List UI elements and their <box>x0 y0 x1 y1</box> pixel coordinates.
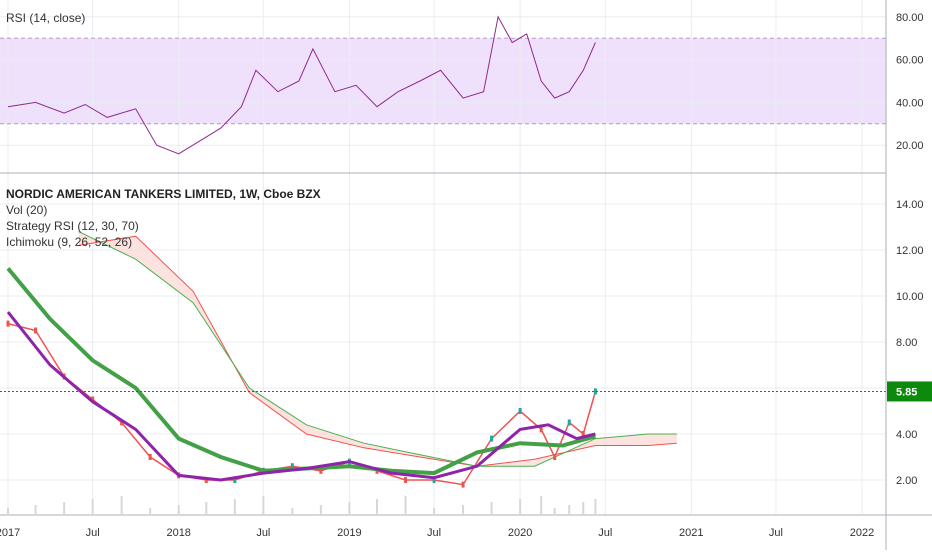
rsi-axis-tick-label: 80.00 <box>896 12 924 24</box>
rsi-legend-label: RSI (14, close) <box>6 11 86 25</box>
volume-bar <box>63 502 66 514</box>
volume-bar <box>490 502 493 514</box>
volume-bar <box>91 499 94 514</box>
volume-bar <box>462 505 465 514</box>
main-chart-title: NORDIC AMERICAN TANKERS LIMITED, 1W, Cbo… <box>6 187 321 201</box>
volume-bar <box>433 508 436 514</box>
time-axis-tick-label: 2017 <box>0 527 20 539</box>
rsi-band-fill <box>0 38 886 124</box>
price-candle <box>553 454 557 460</box>
volume-bar <box>233 499 236 514</box>
price-candle <box>593 388 597 395</box>
time-axis-tick-label: 2022 <box>850 527 874 539</box>
indicator-vol[interactable]: Vol (20) <box>6 203 48 217</box>
price-axis-tick-label: 2.00 <box>896 475 917 487</box>
time-axis-tick-label: 2018 <box>166 527 190 539</box>
price-candle <box>490 435 494 442</box>
time-axis-tick-label: Jul <box>598 527 612 539</box>
rsi-legend: RSI (14, close) <box>6 10 85 26</box>
price-candle <box>461 481 465 488</box>
price-candle <box>539 426 543 433</box>
ichimoku-span-a <box>78 235 677 467</box>
indicator-ichimoku[interactable]: Ichimoku (9, 26, 52, 26) <box>6 235 133 249</box>
time-axis-tick-label: Jul <box>427 527 441 539</box>
price-axis-tick-label: 14.00 <box>896 199 924 211</box>
time-axis-tick-label: 2020 <box>508 527 532 539</box>
volume-bar <box>594 499 597 514</box>
time-axis-tick-label: Jul <box>86 527 100 539</box>
price-candle <box>6 320 10 327</box>
volume-bar <box>553 508 556 514</box>
price-candle <box>204 477 208 483</box>
price-candle <box>567 419 571 426</box>
volume-bar <box>205 502 208 514</box>
ichimoku-span-b <box>78 231 677 467</box>
time-axis-tick-label: 2019 <box>337 527 361 539</box>
volume-bar <box>262 496 265 514</box>
price-candle <box>404 477 408 483</box>
price-candle <box>432 477 436 483</box>
volume-bar <box>34 505 37 514</box>
price-axis-tick-label: 10.00 <box>896 291 924 303</box>
price-candle <box>518 408 522 414</box>
rsi-line <box>7 15 596 155</box>
time-axis-tick-label: Jul <box>256 527 270 539</box>
volume-bar <box>7 508 9 514</box>
price-candle <box>290 463 294 470</box>
ichimoku-cloud <box>78 231 677 467</box>
price-candle <box>233 477 237 483</box>
volume-bar <box>568 505 571 514</box>
price-axis-tick-label: 8.00 <box>896 337 917 349</box>
price-axis-tick-label: 12.00 <box>896 245 924 257</box>
time-axis-tick-label: 2021 <box>679 527 703 539</box>
volume-bar <box>120 496 123 514</box>
volume-bar <box>348 502 351 514</box>
rsi-axis-tick-label: 60.00 <box>896 55 924 67</box>
volume-bar <box>404 496 407 514</box>
price-axis-background <box>886 0 932 550</box>
time-axis-tick-label: Jul <box>769 527 783 539</box>
rsi-axis-tick-label: 40.00 <box>896 97 924 109</box>
volume-bar <box>582 502 585 514</box>
volume-bar <box>149 508 152 514</box>
price-candle <box>319 467 323 474</box>
volume-bar <box>319 505 322 514</box>
volume-bar <box>376 499 379 514</box>
last-price-label: 5.85 <box>896 386 917 398</box>
volume-bar <box>177 505 180 514</box>
indicator-strategy-rsi[interactable]: Strategy RSI (12, 30, 70) <box>6 219 139 233</box>
volume-bar <box>291 508 294 514</box>
volume-bar <box>540 496 543 514</box>
main-legend: NORDIC AMERICAN TANKERS LIMITED, 1W, Cbo… <box>6 186 321 250</box>
price-candle <box>34 327 38 334</box>
price-candle <box>91 396 95 403</box>
price-candle <box>581 431 585 437</box>
price-candle <box>120 419 124 426</box>
ichimoku-tenkan-line <box>6 311 596 482</box>
last-price-badge <box>887 381 932 402</box>
price-candle <box>148 454 152 460</box>
price-axis-tick-label: 4.00 <box>896 429 917 441</box>
rsi-axis-tick-label: 20.00 <box>896 140 924 152</box>
volume-bar <box>519 499 522 514</box>
